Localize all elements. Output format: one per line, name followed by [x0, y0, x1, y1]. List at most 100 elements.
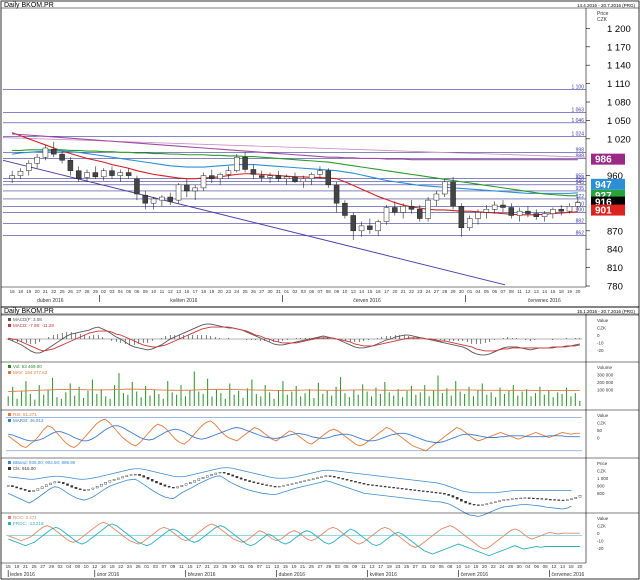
- legend-swatch: [8, 318, 11, 321]
- price-candle: [565, 499, 569, 501]
- price-candle: [28, 490, 31, 492]
- price-candle: [74, 487, 78, 489]
- month-label: únor 2016: [97, 572, 120, 578]
- price-candle: [91, 487, 95, 490]
- date-tick-label: 29: [451, 289, 457, 294]
- price-candle: [358, 482, 362, 484]
- bollinger-lower-band: [7, 475, 572, 517]
- legend-label: MACD(F: 3.08: [13, 317, 42, 322]
- date-tick-label: 06: [309, 289, 315, 294]
- date-tick-label: 27: [317, 564, 323, 569]
- price-candle: [354, 481, 357, 483]
- price-candle: [413, 489, 417, 491]
- price-candle: [371, 484, 374, 486]
- legend-label: Cls: 916.00: [13, 466, 36, 471]
- candle-body: [184, 184, 190, 192]
- date-tick-label: 11: [517, 289, 522, 294]
- price-candle: [447, 494, 450, 496]
- candle-body: [466, 218, 473, 228]
- candle-body: [533, 213, 539, 217]
- date-tick-label: 27: [40, 564, 46, 569]
- legend-label: BBand: 935.00; 904.50; 898.90: [13, 460, 76, 465]
- price-candle: [282, 485, 285, 487]
- price-candle: [426, 491, 429, 493]
- date-tick-label: 15: [188, 564, 194, 569]
- candle-body: [325, 170, 332, 186]
- date-tick-label: 05: [126, 289, 132, 294]
- legend-label: Vol: 63 469.00: [13, 364, 42, 369]
- candle-body: [383, 207, 390, 222]
- candle-body: [516, 210, 523, 216]
- date-tick-label: 13: [534, 289, 540, 294]
- date-tick-label: 02: [101, 289, 107, 294]
- date-tick-label: 18: [201, 289, 207, 294]
- date-tick-label: 21: [300, 564, 306, 569]
- price-candle: [49, 482, 52, 485]
- price-tag: [591, 178, 625, 190]
- price-candle: [100, 484, 103, 487]
- price-candle: [434, 492, 438, 494]
- price-candle: [95, 486, 99, 489]
- date-tick-label: 11: [179, 564, 184, 569]
- price-candle: [443, 493, 446, 495]
- price-candle: [366, 484, 370, 486]
- date-tick-label: 11: [160, 289, 165, 294]
- candle-body: [433, 193, 440, 201]
- price-candle: [468, 502, 472, 505]
- candlestick-series: [9, 141, 581, 240]
- candle-body: [9, 175, 15, 179]
- date-tick-label: 25: [404, 564, 410, 569]
- price-candle: [172, 487, 175, 489]
- price-candle: [78, 488, 82, 490]
- price-candle: [235, 476, 239, 478]
- date-tick-label: 02: [430, 564, 436, 569]
- date-tick-label: 15: [283, 564, 289, 569]
- price-candle: [36, 488, 40, 491]
- legend-label: MACD: -7.98: -11.28: [13, 323, 54, 328]
- date-tick-label: 14: [542, 289, 548, 294]
- legend-swatch: [8, 522, 11, 525]
- price-axis-ticks: 1 200 1 170 1 140 1 110 1 080 1 050 1 020 960 87…: [586, 24, 631, 293]
- date-tick-label: 23: [417, 289, 423, 294]
- date-tick-label: 13: [274, 564, 280, 569]
- candle-body: [267, 175, 273, 178]
- level-label: 882: [576, 218, 585, 224]
- candle-body: [17, 171, 24, 176]
- month-label: červenec 2016: [528, 298, 561, 304]
- date-tick-label: 14: [359, 289, 365, 294]
- price-candle: [70, 485, 74, 488]
- price-candle: [150, 479, 154, 482]
- price-candle: [201, 477, 205, 479]
- panel-axis-label: 50: [597, 428, 603, 433]
- candle-body: [59, 153, 65, 161]
- date-tick-label: 01: [284, 289, 290, 294]
- price-candle: [362, 483, 366, 485]
- candle-body: [308, 174, 315, 179]
- price-candle: [40, 486, 44, 489]
- date-tick-label: 20: [35, 289, 41, 294]
- date-tick-label: 05: [343, 564, 349, 569]
- date-tick-label: 12: [168, 289, 174, 294]
- price-candle: [210, 474, 213, 476]
- candle-body: [333, 184, 340, 204]
- price-candle: [176, 486, 179, 489]
- date-tick-label: 08: [75, 564, 81, 569]
- date-tick-label: 13: [351, 289, 357, 294]
- candle-body: [483, 209, 490, 213]
- date-tick-label: 28: [442, 289, 448, 294]
- level-label: 900: [576, 207, 585, 213]
- price-candle: [345, 479, 349, 481]
- price-candle: [193, 480, 196, 483]
- price-candle: [532, 497, 535, 500]
- price-candle: [493, 501, 497, 503]
- price-candle: [438, 492, 442, 494]
- price-candle: [277, 486, 281, 488]
- price-candle: [265, 484, 268, 486]
- date-tick-label: 11: [361, 564, 366, 569]
- date-tick-label: 28: [508, 564, 514, 569]
- candle-body: [292, 176, 298, 182]
- price-candle: [316, 477, 319, 479]
- date-tick-label: 19: [387, 564, 393, 569]
- indicator-line: [8, 521, 580, 550]
- candle-body: [358, 225, 365, 232]
